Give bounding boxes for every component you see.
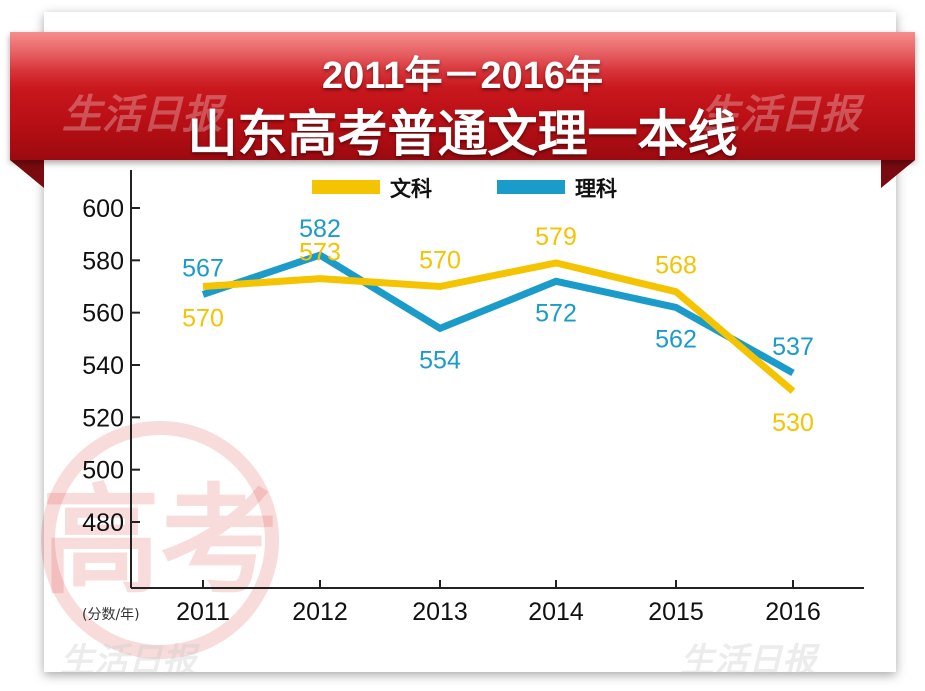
legend-label-wenke: 文科 [390, 177, 432, 201]
x-tick-label: 2013 [412, 598, 468, 626]
stamp-text: 高考 [42, 472, 278, 610]
y-tick-label: 540 [82, 352, 124, 380]
data-label-wenke: 573 [299, 239, 341, 267]
legend-label-like: 理科 [575, 177, 617, 201]
x-tick-label: 2012 [292, 598, 348, 626]
y-tick-label: 500 [82, 457, 124, 485]
data-label-wenke: 570 [182, 305, 224, 333]
data-label-like: 567 [182, 254, 224, 282]
banner-watermark-right: 生活日报 [700, 93, 860, 137]
x-tick-label: 2014 [528, 598, 584, 626]
data-label-like: 554 [419, 346, 461, 374]
legend-swatch-wenke [312, 180, 380, 194]
stamp-ring [41, 421, 279, 659]
title-banner: 生活日报 生活日报 2011年－2016年 山东高考普通文理一本线 [10, 32, 915, 162]
chart-legend: 文科 理科 [312, 177, 617, 201]
series-line-wenke [202, 259, 796, 394]
gaokao-stamp: 高考 [41, 421, 279, 659]
chart-axes: 600 580 560 540 520 500 480 2011 2012 2013 2014 201… [82, 170, 864, 626]
y-tick-label: 580 [82, 247, 124, 275]
chart-subtitle: 2011年－2016年 [322, 55, 603, 97]
chart-series [201, 251, 796, 394]
y-tick-label: 560 [82, 300, 124, 328]
unit-label: (分数/年) [82, 607, 140, 623]
y-tick-label: 520 [82, 404, 124, 432]
y-tick-label: 480 [82, 509, 124, 537]
data-label-wenke: 568 [655, 252, 697, 280]
x-tick-label: 2011 [176, 598, 230, 626]
legend-swatch-like [497, 180, 565, 194]
data-label-like: 562 [655, 325, 697, 353]
data-label-like: 537 [772, 333, 814, 361]
data-label-like: 572 [535, 299, 577, 327]
ribbon-fold-left [10, 160, 44, 188]
data-label-wenke: 579 [535, 223, 577, 251]
data-label-wenke: 530 [772, 409, 814, 437]
ribbon-fold-right [881, 160, 915, 188]
chart-data-labels: 570 573 570 579 568 530 567 582 554 572 562 537 [182, 215, 814, 437]
data-label-wenke: 570 [419, 247, 461, 275]
data-label-like: 582 [299, 215, 341, 243]
banner-shine [10, 32, 915, 89]
banner-watermark-left: 生活日报 [62, 93, 222, 137]
y-tick-label: 600 [82, 195, 124, 223]
chart-title: 山东高考普通文理一本线 [187, 106, 738, 162]
series-line-like [201, 251, 795, 376]
footer-watermark-right: 生活日报 [680, 642, 821, 680]
x-tick-label: 2015 [648, 598, 704, 626]
footer-watermark-left: 生活日报 [60, 642, 201, 680]
x-tick-label: 2016 [765, 598, 821, 626]
